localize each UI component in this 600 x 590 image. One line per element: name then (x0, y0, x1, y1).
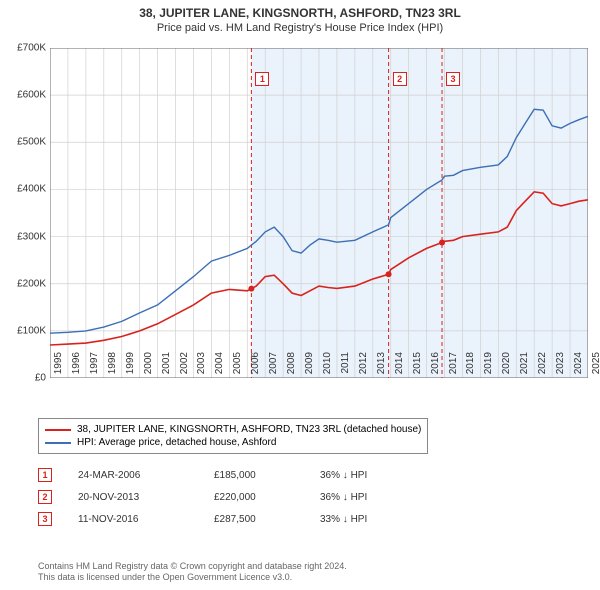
x-tick-label: 2002 (179, 352, 190, 382)
legend: 38, JUPITER LANE, KINGSNORTH, ASHFORD, T… (38, 418, 428, 454)
legend-item: HPI: Average price, detached house, Ashf… (45, 436, 421, 449)
sale-row: 2 20-NOV-2013 £220,000 36% ↓ HPI (38, 486, 400, 508)
x-tick-label: 2021 (519, 352, 530, 382)
chart-plot (50, 48, 588, 378)
x-tick-label: 2006 (250, 352, 261, 382)
legend-item: 38, JUPITER LANE, KINGSNORTH, ASHFORD, T… (45, 423, 421, 436)
x-tick-label: 2005 (232, 352, 243, 382)
sale-delta: 36% ↓ HPI (320, 492, 400, 503)
x-tick-label: 2014 (394, 352, 405, 382)
title-block: 38, JUPITER LANE, KINGSNORTH, ASHFORD, T… (0, 0, 600, 38)
chart-area: £0£100K£200K£300K£400K£500K£600K£700K 19… (50, 48, 588, 378)
sale-date: 20-NOV-2013 (78, 492, 188, 503)
sale-delta: 36% ↓ HPI (320, 470, 400, 481)
chart-subtitle: Price paid vs. HM Land Registry's House … (0, 22, 600, 34)
legend-swatch (45, 442, 71, 444)
y-tick-label: £600K (2, 90, 46, 101)
x-tick-label: 1997 (89, 352, 100, 382)
sale-marker-callout: 3 (446, 72, 460, 86)
x-tick-label: 2018 (465, 352, 476, 382)
x-tick-label: 2024 (573, 352, 584, 382)
y-tick-label: £700K (2, 43, 46, 54)
x-tick-label: 1999 (125, 352, 136, 382)
x-tick-label: 2012 (358, 352, 369, 382)
x-tick-label: 2009 (304, 352, 315, 382)
sale-marker-icon: 1 (38, 468, 52, 482)
x-tick-label: 2011 (340, 352, 351, 382)
chart-title: 38, JUPITER LANE, KINGSNORTH, ASHFORD, T… (0, 6, 600, 20)
x-tick-label: 2001 (161, 352, 172, 382)
footer-line-1: Contains HM Land Registry data © Crown c… (38, 561, 347, 573)
x-tick-label: 2003 (196, 352, 207, 382)
x-tick-label: 2010 (322, 352, 333, 382)
x-tick-label: 2017 (448, 352, 459, 382)
sale-delta: 33% ↓ HPI (320, 514, 400, 525)
x-tick-label: 2013 (376, 352, 387, 382)
sale-marker-icon: 2 (38, 490, 52, 504)
y-tick-label: £300K (2, 231, 46, 242)
x-tick-label: 1996 (71, 352, 82, 382)
footer: Contains HM Land Registry data © Crown c… (38, 561, 347, 584)
sale-date: 11-NOV-2016 (78, 514, 188, 525)
x-tick-label: 2020 (501, 352, 512, 382)
sale-marker-callout: 1 (255, 72, 269, 86)
x-tick-label: 2007 (268, 352, 279, 382)
x-tick-label: 2019 (483, 352, 494, 382)
x-tick-label: 2022 (537, 352, 548, 382)
legend-label: 38, JUPITER LANE, KINGSNORTH, ASHFORD, T… (77, 424, 421, 435)
y-tick-label: £200K (2, 278, 46, 289)
x-tick-label: 2025 (591, 352, 600, 382)
y-tick-label: £100K (2, 325, 46, 336)
sale-marker-callout: 2 (393, 72, 407, 86)
x-tick-label: 2000 (143, 352, 154, 382)
y-tick-label: £400K (2, 184, 46, 195)
sale-row: 3 11-NOV-2016 £287,500 33% ↓ HPI (38, 508, 400, 530)
legend-swatch (45, 429, 71, 431)
sales-table: 1 24-MAR-2006 £185,000 36% ↓ HPI 2 20-NOV-201… (38, 464, 400, 530)
footer-line-2: This data is licensed under the Open Gov… (38, 572, 347, 584)
y-tick-label: £500K (2, 137, 46, 148)
x-tick-label: 1998 (107, 352, 118, 382)
sale-price: £287,500 (214, 514, 294, 525)
sale-price: £220,000 (214, 492, 294, 503)
chart-container: 38, JUPITER LANE, KINGSNORTH, ASHFORD, T… (0, 0, 600, 590)
x-tick-label: 2023 (555, 352, 566, 382)
sale-date: 24-MAR-2006 (78, 470, 188, 481)
x-tick-label: 2015 (412, 352, 423, 382)
legend-label: HPI: Average price, detached house, Ashf… (77, 437, 276, 448)
sale-row: 1 24-MAR-2006 £185,000 36% ↓ HPI (38, 464, 400, 486)
x-tick-label: 2004 (214, 352, 225, 382)
y-tick-label: £0 (2, 373, 46, 384)
sale-marker-icon: 3 (38, 512, 52, 526)
x-tick-label: 2008 (286, 352, 297, 382)
sale-price: £185,000 (214, 470, 294, 481)
x-tick-label: 1995 (53, 352, 64, 382)
x-tick-label: 2016 (430, 352, 441, 382)
